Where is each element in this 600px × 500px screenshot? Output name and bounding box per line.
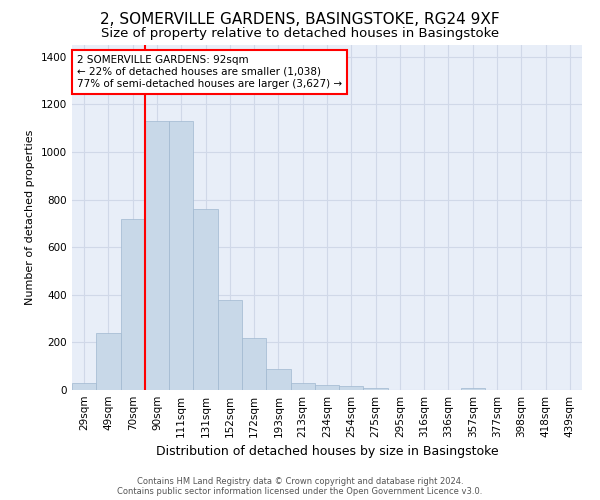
- X-axis label: Distribution of detached houses by size in Basingstoke: Distribution of detached houses by size …: [155, 446, 499, 458]
- Bar: [461, 388, 485, 390]
- Bar: [193, 209, 218, 390]
- Y-axis label: Number of detached properties: Number of detached properties: [25, 130, 35, 305]
- Bar: [364, 388, 388, 390]
- Bar: [218, 300, 242, 390]
- Bar: [96, 333, 121, 390]
- Bar: [169, 121, 193, 390]
- Text: 2 SOMERVILLE GARDENS: 92sqm
← 22% of detached houses are smaller (1,038)
77% of : 2 SOMERVILLE GARDENS: 92sqm ← 22% of det…: [77, 56, 342, 88]
- Text: 2, SOMERVILLE GARDENS, BASINGSTOKE, RG24 9XF: 2, SOMERVILLE GARDENS, BASINGSTOKE, RG24…: [100, 12, 500, 28]
- Bar: [266, 368, 290, 390]
- Bar: [242, 338, 266, 390]
- Bar: [145, 121, 169, 390]
- Bar: [290, 383, 315, 390]
- Text: Contains HM Land Registry data © Crown copyright and database right 2024.
Contai: Contains HM Land Registry data © Crown c…: [118, 476, 482, 496]
- Bar: [72, 383, 96, 390]
- Bar: [121, 218, 145, 390]
- Text: Size of property relative to detached houses in Basingstoke: Size of property relative to detached ho…: [101, 28, 499, 40]
- Bar: [339, 386, 364, 390]
- Bar: [315, 385, 339, 390]
